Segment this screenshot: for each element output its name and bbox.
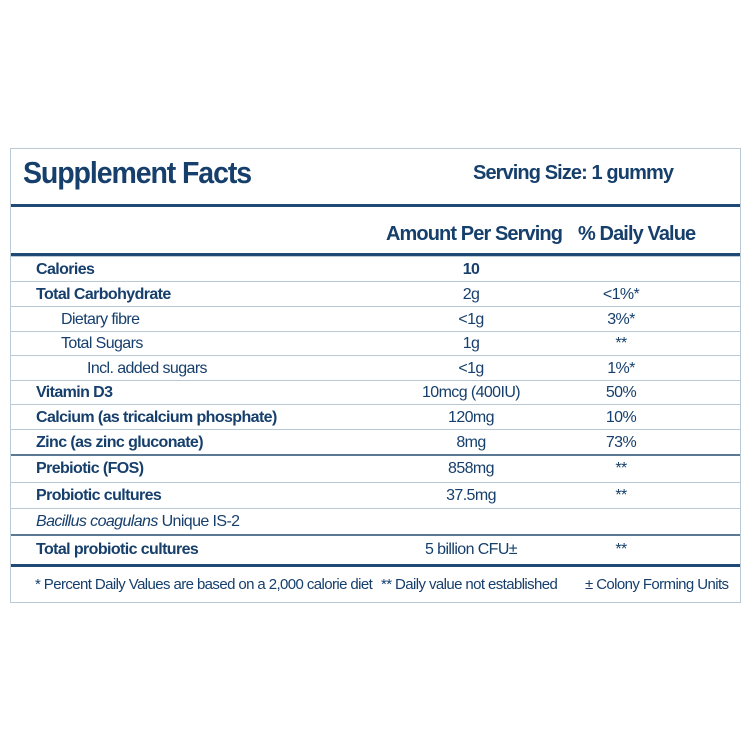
nutrient-name: Total probiotic cultures (36, 541, 199, 558)
header-daily-value: % Daily Value (578, 223, 696, 245)
footnote-cfu: ± Colony Forming Units (585, 576, 729, 593)
nutrient-row: Calories 10 (11, 256, 740, 282)
nutrient-name: Probiotic cultures (36, 487, 162, 504)
nutrient-row: Total Carbohydrate 2g <1%* (11, 281, 740, 307)
nutrient-amount: <1g (458, 310, 484, 328)
footnote-percent-dv: * Percent Daily Values are based on a 2,… (35, 576, 373, 593)
nutrient-name: Incl. added sugars (87, 359, 208, 377)
strain-suffix: Unique IS-2 (157, 513, 241, 530)
serving-size: Serving Size: 1 gummy (473, 162, 674, 184)
nutrient-name: Calcium (as tricalcium phosphate) (36, 408, 277, 426)
nutrient-amount: 8mg (456, 433, 486, 451)
nutrient-amount: 858mg (448, 460, 495, 477)
nutrient-name: Total Sugars (61, 335, 143, 352)
nutrient-row: Vitamin D3 10mcg (400IU) 50% (11, 380, 740, 405)
footer-divider (11, 564, 740, 567)
nutrient-dv: ** (615, 541, 627, 558)
nutrient-amount: 1g (462, 335, 480, 352)
nutrient-row: Incl. added sugars <1g 1%* (11, 355, 740, 381)
nutrient-amount: 37.5mg (446, 487, 496, 504)
nutrient-dv: ** (615, 335, 627, 352)
nutrient-row: Bacillus coagulans Unique IS-2 (11, 508, 740, 535)
nutrient-dv: 10% (605, 408, 637, 426)
nutrient-amount: 120mg (448, 408, 495, 426)
nutrient-name: Prebiotic (FOS) (36, 460, 144, 477)
header-divider (11, 253, 740, 256)
title-divider (11, 204, 740, 207)
nutrient-amount: 10 (462, 260, 480, 278)
nutrient-amount: 5 billion CFU± (425, 541, 518, 558)
nutrient-name: Calories (36, 260, 95, 278)
nutrient-name: Total Carbohydrate (36, 285, 171, 303)
nutrient-dv: 1%* (607, 359, 635, 377)
nutrient-dv: ** (615, 460, 627, 477)
strain-name: Bacillus coagulans (36, 513, 158, 530)
supplement-facts-panel: Supplement Facts Serving Size: 1 gummy A… (10, 148, 741, 603)
nutrient-amount: 2g (462, 285, 480, 303)
nutrient-dv: ** (615, 487, 627, 504)
nutrient-row: Probiotic cultures 37.5mg ** (11, 482, 740, 509)
nutrient-row: Total Sugars 1g ** (11, 331, 740, 356)
nutrient-amount: <1g (458, 359, 484, 377)
nutrient-row: Dietary fibre <1g 3%* (11, 306, 740, 332)
nutrient-name: Vitamin D3 (36, 384, 113, 401)
nutrient-row: Calcium (as tricalcium phosphate) 120mg 10… (11, 404, 740, 430)
nutrient-dv: <1%* (602, 285, 640, 303)
nutrient-row: Total probiotic cultures 5 billion CFU± ** (11, 534, 740, 564)
nutrient-name: Bacillus coagulans Unique IS-2 (36, 513, 241, 531)
footnote-not-established: ** Daily value not established (381, 576, 558, 593)
panel-title: Supplement Facts (23, 155, 252, 190)
nutrient-name: Zinc (as zinc gluconate) (36, 433, 204, 451)
nutrient-name: Dietary fibre (61, 310, 140, 328)
nutrient-amount: 10mcg (400IU) (421, 384, 521, 401)
nutrient-row: Zinc (as zinc gluconate) 8mg 73% (11, 429, 740, 455)
nutrient-dv: 3%* (607, 310, 635, 328)
nutrient-dv: 73% (605, 433, 637, 451)
nutrient-row: Prebiotic (FOS) 858mg ** (11, 454, 740, 482)
nutrient-dv: 50% (605, 384, 637, 401)
header-amount: Amount Per Serving (386, 223, 563, 245)
